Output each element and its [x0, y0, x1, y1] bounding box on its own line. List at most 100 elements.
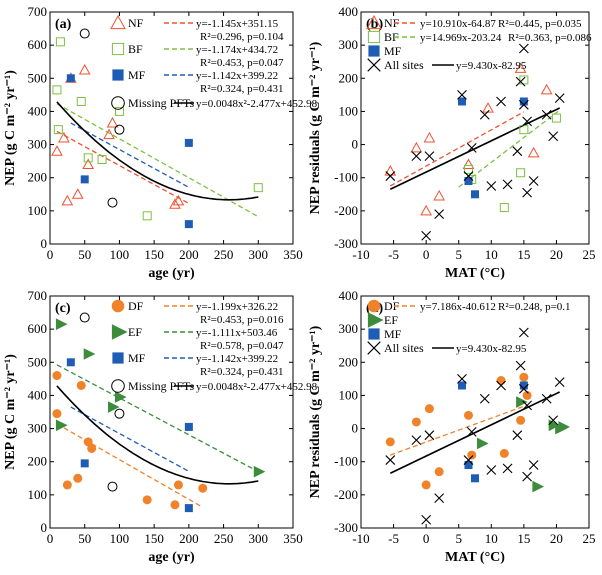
legend-marker-all [367, 341, 381, 355]
panel-label: (b) [366, 17, 383, 32]
data-point-all [548, 131, 559, 142]
data-point-bf [142, 211, 152, 221]
data-point-nf [423, 131, 436, 143]
data-point-mf [471, 190, 479, 199]
y-tick-label: 0 [41, 520, 48, 535]
plot-frame [360, 11, 590, 245]
x-tick-label: -5 [388, 531, 399, 546]
x-axis-label: age (yr) [148, 550, 195, 565]
data-point-bf [499, 203, 509, 213]
data-point-mf [80, 459, 89, 468]
data-point-df [87, 443, 97, 453]
data-point-df [142, 495, 152, 505]
fit-line-nf [389, 111, 525, 187]
y-tick-label: 200 [339, 70, 359, 85]
legend-label-mf: MF [384, 44, 402, 58]
x-tick-label: 350 [283, 531, 303, 546]
data-point-all [434, 493, 445, 504]
legend-marker-df [367, 299, 381, 313]
legend-marker-missing [111, 379, 125, 393]
y-tick-label: 200 [28, 454, 48, 469]
fit-line-bf [56, 103, 259, 218]
data-point-nf [169, 198, 181, 209]
data-point-all [463, 455, 474, 465]
data-point-df [73, 473, 83, 483]
data-point-all [522, 400, 533, 411]
legend-marker-nf [366, 14, 382, 30]
data-point-all [411, 435, 422, 446]
y-tick-label: 700 [28, 288, 48, 303]
data-point-mf [66, 74, 75, 83]
data-point-all [518, 383, 529, 394]
legend-equation-mf: y=-1.142x+399.22 [196, 353, 278, 365]
legend-stat-nf: R²=0.445, p=0.035 [498, 18, 582, 30]
legend-equation-missing: y=0.0048x²-2.477x+452.98 [196, 98, 318, 110]
data-point-df [519, 372, 529, 382]
data-point-mf [464, 461, 473, 470]
data-point-nf [433, 189, 446, 201]
data-point-all [385, 455, 396, 465]
y-tick-label: 500 [28, 70, 48, 85]
data-point-nf [384, 165, 397, 176]
y-tick-label: 0 [352, 137, 359, 152]
data-point-nf [527, 146, 540, 158]
data-point-df [52, 409, 62, 419]
y-axis-label: NEP residuals (g C m⁻² yr⁻¹) [308, 325, 323, 498]
legend-equation-mf: y=-1.142x+399.22 [196, 70, 278, 82]
data-point-df [424, 404, 434, 414]
y-tick-label: 600 [28, 321, 48, 336]
y-tick-label: 300 [339, 37, 359, 52]
data-point-df [496, 376, 506, 386]
data-point-df [83, 437, 93, 447]
data-point-df [76, 380, 86, 390]
x-tick-label: 20 [550, 531, 563, 546]
x-tick-label: 250 [214, 247, 234, 262]
data-point-mf [80, 175, 89, 184]
data-point-bf [97, 154, 107, 164]
legend-stat-bf: R²=0.453, p=0.047 [200, 57, 284, 69]
y-axis-label: NEP (g C m⁻² yr⁻¹) [3, 354, 18, 470]
data-point-ef [477, 437, 489, 450]
plot-area [385, 327, 571, 525]
data-point-ef [107, 401, 120, 413]
legend-marker-bf [367, 30, 381, 44]
data-point-all [463, 171, 474, 181]
x-tick-label: 200 [179, 247, 199, 262]
x-tick-label: 100 [110, 247, 130, 262]
data-point-ef [532, 480, 545, 493]
fit-curve-missing [56, 101, 259, 201]
legend-equation-df: y=-1.199x+326.22 [196, 301, 278, 313]
data-point-missing [114, 408, 125, 419]
legend-label-bf: BF [384, 30, 399, 44]
plot-frame [49, 11, 294, 245]
fit-line-mf [70, 406, 190, 472]
data-point-bf [76, 96, 86, 106]
legend-marker-mf [368, 328, 380, 340]
fit-curve-missing [56, 385, 259, 485]
fit-line-bf [458, 109, 561, 188]
legend: NF y=10.910x-64.87 R²=0.445, p=0.035 BF y=14… [366, 14, 592, 72]
data-point-all [554, 377, 565, 388]
data-point-bf [551, 113, 561, 123]
x-tick-label: 50 [78, 247, 91, 262]
data-point-all [411, 151, 422, 162]
y-tick-label: 300 [28, 421, 48, 436]
y-tick-label: 100 [28, 203, 48, 218]
data-point-mf [184, 138, 193, 147]
legend-label-ef: EF [128, 325, 142, 339]
plot-area [384, 43, 565, 241]
x-tick-label: 25 [583, 247, 596, 262]
x-tick-label: 0 [47, 531, 54, 546]
y-axis-label: NEP (g C m⁻² yr⁻¹) [3, 70, 18, 186]
x-tick-label: 0 [423, 247, 430, 262]
plot-frame [49, 295, 294, 529]
data-point-all [457, 373, 467, 384]
legend-equation-bf: y=14.969x-203.24 [420, 32, 502, 44]
data-point-df [467, 450, 477, 460]
plot-area [51, 28, 263, 229]
data-point-nf [462, 158, 475, 169]
data-point-nf [420, 204, 432, 216]
data-point-ef [55, 419, 68, 432]
data-point-df [173, 480, 183, 490]
data-point-all [424, 430, 435, 441]
